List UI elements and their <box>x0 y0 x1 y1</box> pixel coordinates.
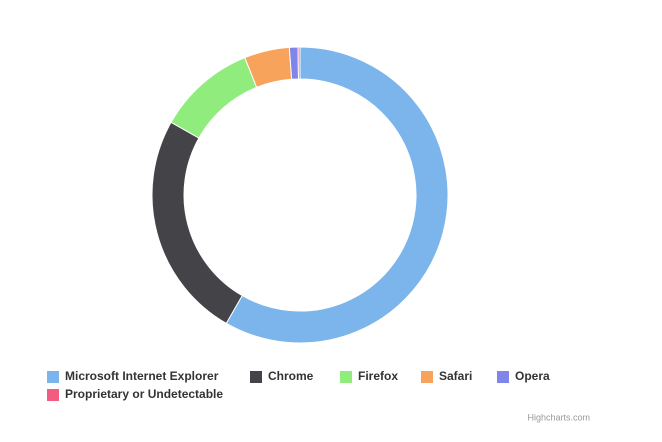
slice[interactable] <box>151 121 243 325</box>
legend-label[interactable]: Firefox <box>358 369 398 383</box>
slice[interactable] <box>225 46 449 344</box>
legend-label[interactable]: Proprietary or Undetectable <box>65 387 223 401</box>
legend-symbol[interactable] <box>421 371 433 383</box>
legend-symbol[interactable] <box>497 371 509 383</box>
credits[interactable]: Highcharts.com <box>527 412 590 422</box>
slice[interactable] <box>170 57 258 139</box>
legend-symbol[interactable] <box>47 371 59 383</box>
legend-label[interactable]: Chrome <box>268 369 314 383</box>
legend-symbol[interactable] <box>47 389 59 401</box>
legend-symbol[interactable] <box>340 371 352 383</box>
legend-symbol[interactable] <box>250 371 262 383</box>
slice[interactable] <box>297 46 301 80</box>
legend-label[interactable]: Safari <box>439 369 472 383</box>
legend-label[interactable]: Microsoft Internet Explorer <box>65 369 219 383</box>
legend-label[interactable]: Opera <box>515 369 550 383</box>
